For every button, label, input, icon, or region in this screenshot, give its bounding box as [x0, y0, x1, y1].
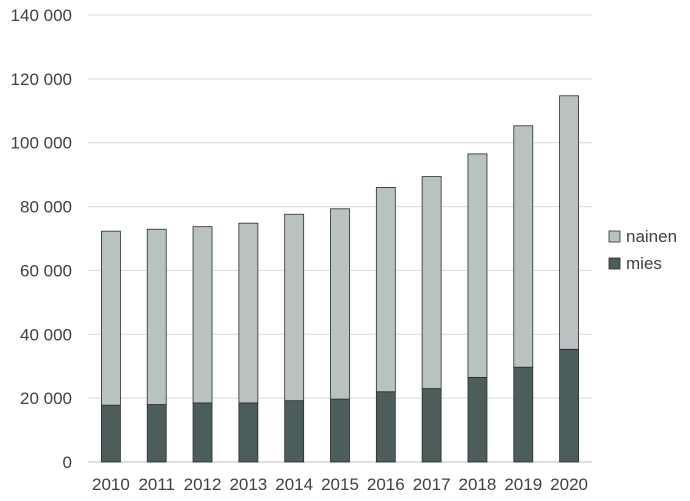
x-tick-label: 2018: [459, 475, 497, 494]
bar-nainen-2020: [559, 95, 579, 350]
y-tick-label: 20 000: [20, 389, 72, 408]
legend-label-mies: mies: [626, 254, 662, 273]
x-axis-tick-labels: 2010 2011 2012 2013 2014 2015 2016 2017 2018 2019…: [92, 475, 588, 494]
bar-nainen-2017: [421, 176, 442, 389]
bar-nainen-2018: [467, 153, 488, 378]
bar-nainen-2011: [146, 228, 167, 405]
legend-label-nainen: nainen: [626, 227, 677, 246]
x-tick-label: 2017: [413, 475, 451, 494]
bar-mies-2019: [513, 366, 534, 463]
bar-nainen-2014: [284, 213, 305, 402]
x-tick-label: 2019: [504, 475, 542, 494]
y-tick-label: 60 000: [20, 261, 72, 280]
bars: [101, 95, 579, 463]
bar-nainen-2015: [330, 208, 350, 400]
legend-swatch-nainen: [608, 230, 621, 243]
bar-nainen-2012: [192, 226, 213, 404]
y-tick-label: 140 000: [11, 6, 72, 25]
bar-mies-2012: [192, 402, 213, 463]
bar-mies-2020: [559, 348, 579, 463]
bar-mies-2016: [375, 391, 396, 463]
y-tick-label: 80 000: [20, 198, 72, 217]
y-axis-tick-labels: 0 20 000 40 000 60 000 80 000 100 000 120 000 1…: [11, 6, 72, 472]
x-tick-label: 2011: [138, 475, 175, 494]
x-tick-label: 2014: [275, 475, 313, 494]
legend: nainen mies: [608, 227, 677, 273]
bar-mies-2017: [421, 388, 442, 463]
bar-mies-2013: [238, 402, 259, 463]
x-tick-label: 2013: [229, 475, 267, 494]
y-tick-label: 0: [63, 453, 72, 472]
bar-mies-2011: [146, 404, 167, 463]
x-tick-label: 2016: [367, 475, 405, 494]
y-tick-label: 120 000: [11, 70, 72, 89]
bar-mies-2015: [330, 398, 350, 463]
x-tick-label: 2015: [321, 475, 359, 494]
x-tick-label: 2012: [184, 475, 222, 494]
bar-mies-2010: [101, 404, 121, 463]
bar-mies-2014: [284, 400, 305, 463]
y-tick-label: 100 000: [11, 134, 72, 153]
bar-nainen-2019: [513, 125, 534, 368]
bar-mies-2018: [467, 376, 488, 463]
x-tick-label: 2010: [92, 475, 130, 494]
y-tick-label: 40 000: [20, 325, 72, 344]
x-tick-label: 2020: [550, 475, 588, 494]
legend-swatch-mies: [608, 257, 621, 270]
bar-nainen-2010: [101, 230, 121, 406]
bar-nainen-2016: [375, 187, 396, 393]
bar-nainen-2013: [238, 222, 259, 404]
